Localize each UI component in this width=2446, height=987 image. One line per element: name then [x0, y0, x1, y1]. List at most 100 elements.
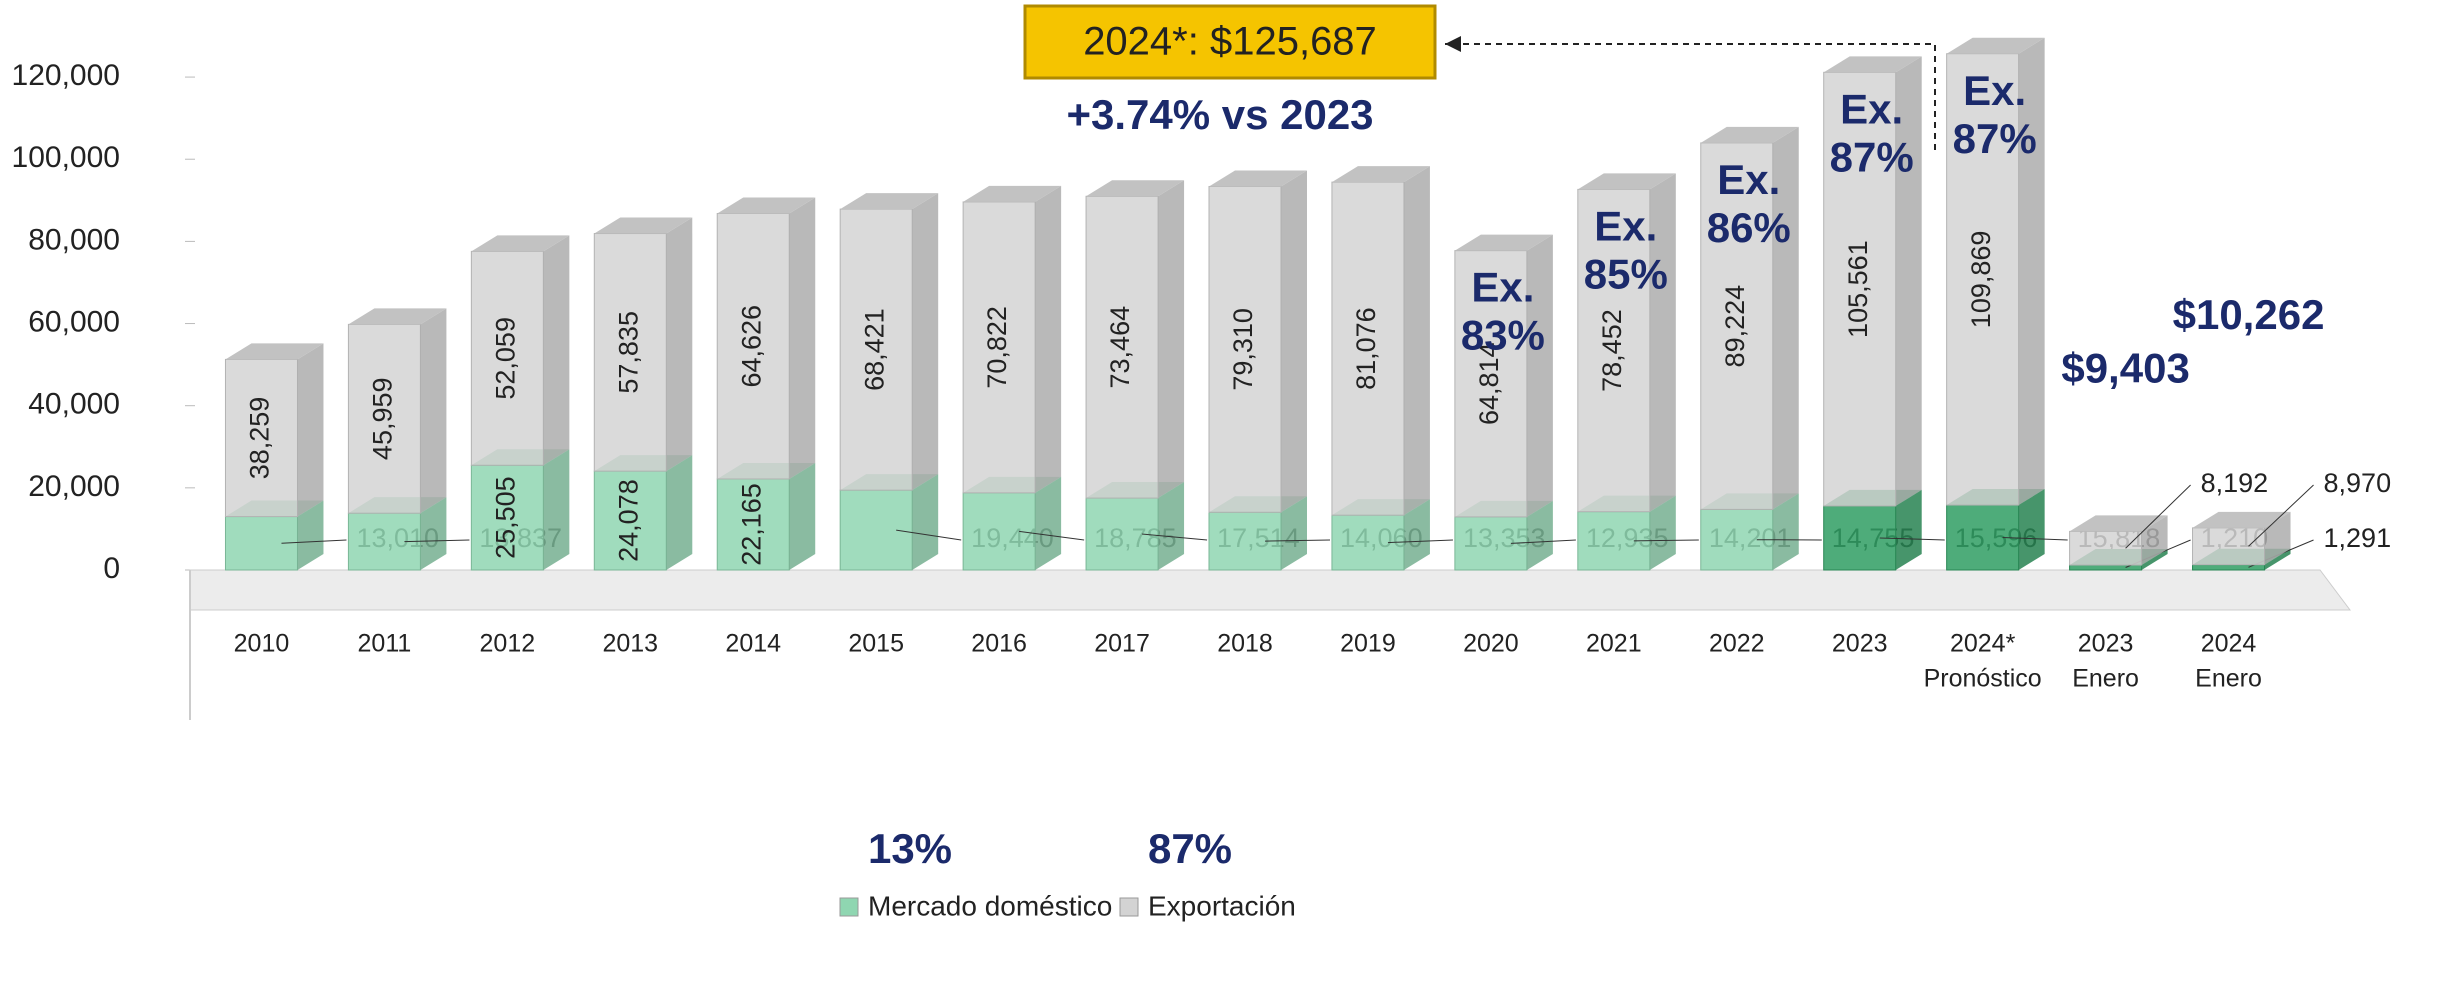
bar — [839, 193, 939, 491]
x-tick-label: 2024 — [2201, 630, 2257, 658]
y-tick-label: 60,000 — [28, 305, 120, 338]
bar — [470, 449, 570, 571]
bar-side — [2018, 37, 2045, 506]
bar-side — [1649, 173, 1676, 512]
bar — [1700, 126, 1799, 510]
highlight-note: +3.74% vs 2023 — [1066, 91, 1373, 138]
bar-front — [716, 212, 790, 480]
bar-side — [543, 449, 570, 570]
bar-side — [2018, 489, 2045, 570]
bar-front — [1946, 53, 2020, 506]
value-label: 52,059 — [490, 317, 520, 400]
export-share-prefix: Ex. — [1471, 264, 1534, 311]
y-tick-label: 80,000 — [28, 223, 120, 256]
export-share-label: 83% — [1461, 312, 1545, 359]
bar-front — [1454, 250, 1528, 518]
bar-top — [717, 197, 816, 214]
bar — [1946, 37, 2045, 506]
x-tick-label: 2012 — [480, 630, 536, 658]
leader-line — [404, 539, 470, 543]
legend-share: 13% — [868, 825, 952, 872]
value-label: 25,505 — [490, 476, 520, 559]
bar-top — [1700, 126, 1799, 143]
value-label: 79,310 — [1228, 308, 1258, 391]
value-label: 64,626 — [736, 305, 766, 388]
export-share-prefix: Ex. — [1963, 67, 2026, 114]
bar — [2069, 515, 2168, 566]
x-tick-label: 2021 — [1586, 630, 1642, 658]
total-label: $9,403 — [2061, 344, 2189, 391]
bar-front — [962, 492, 1036, 571]
bar-side — [2141, 549, 2168, 570]
bar-top — [1331, 166, 1430, 183]
bar-side — [1281, 170, 1307, 513]
bar-side — [912, 193, 939, 491]
bar-front — [1331, 181, 1405, 516]
export-share-label: 85% — [1584, 251, 1668, 298]
bar-top — [1454, 234, 1553, 251]
bar-front — [593, 470, 667, 571]
bar-side — [1281, 496, 1307, 570]
bar-side — [1158, 482, 1185, 570]
value-label: 78,452 — [1597, 309, 1627, 392]
bar-side — [1895, 489, 1922, 570]
value-label: 70,822 — [982, 306, 1012, 389]
bar-front — [839, 208, 913, 491]
bar — [593, 217, 693, 472]
leader-line — [1264, 539, 1331, 542]
bar-side — [1403, 499, 1430, 570]
export-share-label: 87% — [1953, 115, 2037, 162]
bar-side — [1035, 476, 1062, 570]
y-tick-label: 20,000 — [28, 470, 120, 503]
bar-top — [1577, 173, 1676, 190]
bar — [1577, 173, 1676, 513]
export-share-prefix: Ex. — [1594, 203, 1657, 250]
bar-side — [666, 455, 693, 570]
bar-top — [225, 343, 324, 360]
value-label: 24,078 — [613, 479, 643, 562]
value-label: 68,421 — [859, 308, 889, 391]
export-share-label: 86% — [1707, 204, 1791, 251]
value-label: 89,224 — [1720, 285, 1750, 368]
highlight-box — [1023, 4, 1437, 80]
bar — [224, 343, 324, 518]
bar-front — [1700, 142, 1774, 510]
bar-front — [347, 323, 421, 514]
bar-side — [1772, 126, 1799, 510]
bar-side — [666, 217, 693, 472]
bar-side — [1649, 495, 1676, 570]
bar-front — [470, 250, 544, 466]
leader-line — [1387, 539, 1453, 544]
bar-front — [2069, 530, 2143, 566]
x-tick-label: 2016 — [971, 630, 1027, 658]
bar-side — [420, 497, 447, 570]
leader-line — [2248, 484, 2314, 547]
bar-side — [789, 197, 816, 479]
bar-side — [1035, 185, 1062, 493]
value-label: 45,959 — [368, 377, 398, 460]
bar-side — [1526, 234, 1553, 517]
x-tick-label: 2014 — [725, 630, 781, 658]
bar-top — [1946, 37, 2045, 54]
value-label: 8,970 — [2324, 468, 2392, 498]
bar-front — [1577, 188, 1651, 513]
bar — [962, 185, 1062, 494]
bar — [1454, 234, 1553, 518]
bar-front — [716, 478, 790, 571]
legend-swatch — [1119, 897, 1139, 917]
highlight-arrow — [1445, 43, 1936, 150]
bar — [1331, 166, 1430, 516]
leader-line — [1633, 539, 1699, 542]
x-tick-label: 2022 — [1709, 630, 1765, 658]
legend-swatch — [839, 897, 859, 917]
x-tick-label: 2011 — [358, 630, 412, 658]
legend-label: Mercado doméstico — [868, 890, 1112, 921]
bar — [470, 235, 570, 466]
bar — [347, 308, 447, 514]
bar-front — [839, 489, 913, 571]
bar-side — [1403, 166, 1430, 516]
value-label: 109,869 — [1966, 231, 1996, 329]
value-label: 105,561 — [1843, 240, 1873, 338]
x-tick-label: 2024* — [1950, 630, 2016, 658]
